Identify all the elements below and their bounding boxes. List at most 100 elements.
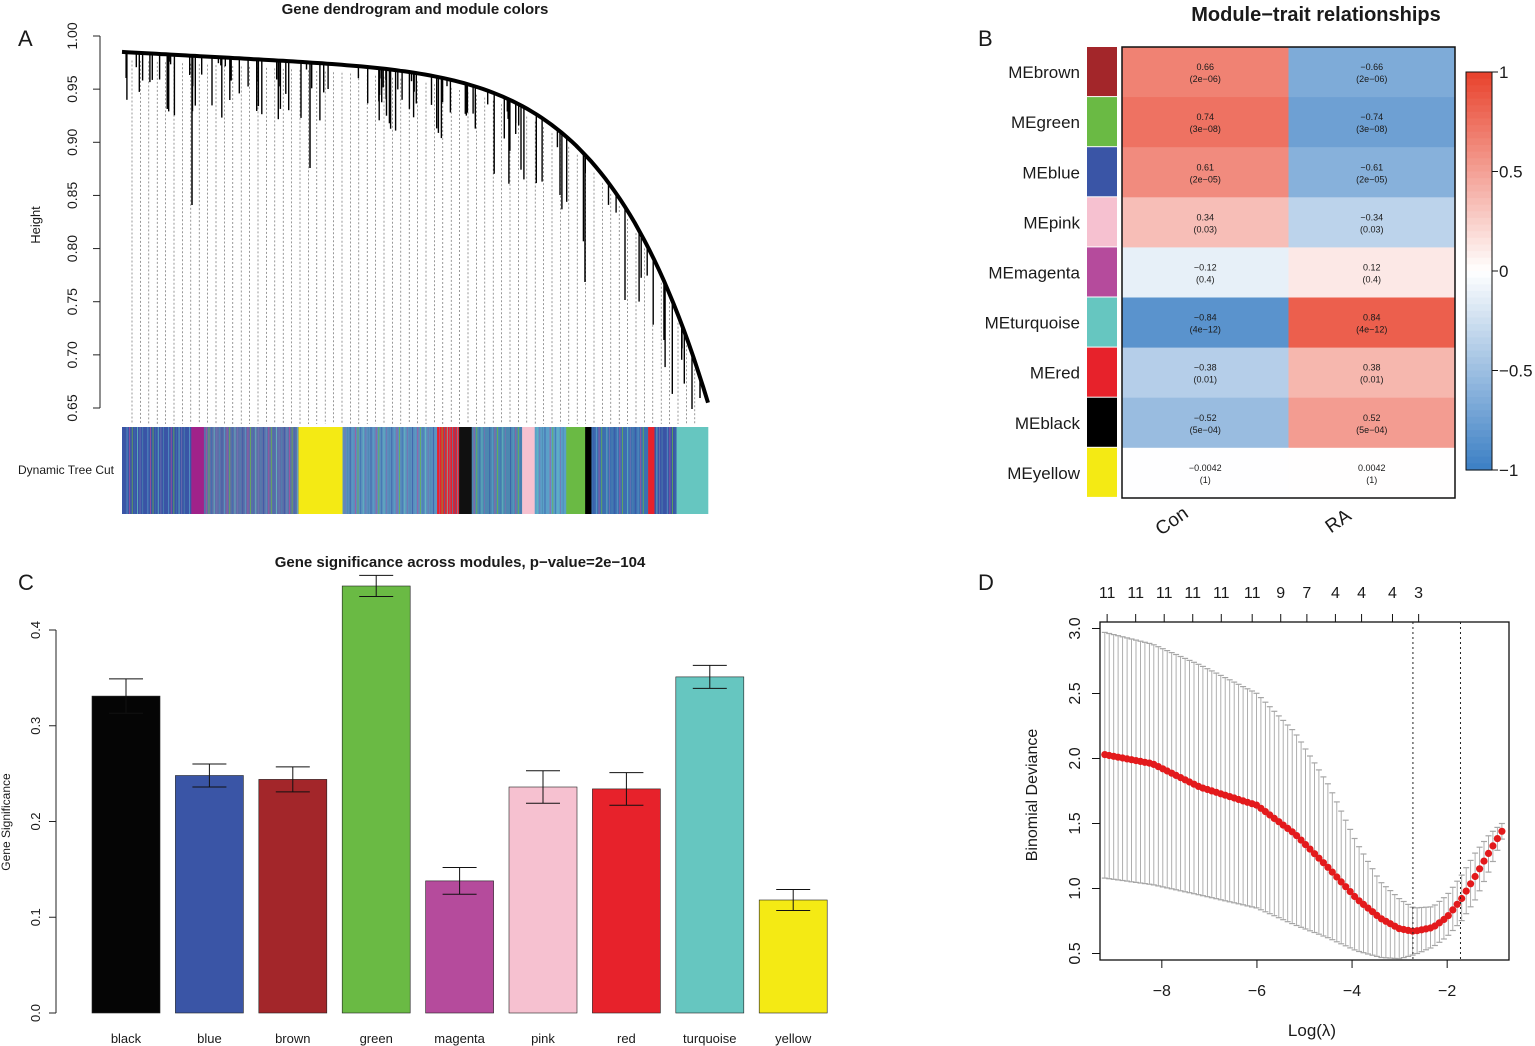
module-color-stripe bbox=[362, 427, 364, 514]
module-color-stripe bbox=[544, 427, 546, 514]
colorbar-tick-label: −0.5 bbox=[1499, 362, 1533, 381]
module-color-stripe bbox=[454, 427, 456, 514]
module-color-stripe bbox=[139, 427, 141, 514]
heatmap-cell-value: 0.61 bbox=[1197, 162, 1215, 172]
module-color-stripe bbox=[552, 427, 554, 514]
deviance-point bbox=[1342, 883, 1350, 891]
panel-d-top-counts: 11 11 11 11 11 11 9 7 4 4 4 3 bbox=[1099, 585, 1423, 622]
heatmap-cell-value: 0.38 bbox=[1363, 363, 1381, 373]
module-color-stripe bbox=[137, 427, 138, 514]
heatmap-cell-value: 0.52 bbox=[1363, 413, 1381, 423]
module-color-stripe bbox=[294, 427, 296, 514]
panel-c-ytick-label: 0.3 bbox=[28, 717, 43, 735]
module-color-stripe bbox=[278, 427, 280, 514]
deviance-point bbox=[1324, 863, 1332, 871]
module-color-stripe bbox=[497, 427, 499, 514]
module-color-stripe bbox=[211, 427, 213, 514]
module-color-stripe bbox=[666, 427, 668, 514]
colorbar-swatch bbox=[1466, 297, 1492, 305]
module-color-stripe bbox=[449, 427, 451, 514]
panel-d-top-label: 11 bbox=[1127, 585, 1144, 602]
module-color-stripe bbox=[273, 427, 275, 514]
panel-d-top-label: 4 bbox=[1357, 585, 1366, 602]
colorbar-swatch bbox=[1466, 377, 1492, 385]
bar bbox=[592, 788, 661, 1014]
module-color-stripe bbox=[554, 427, 556, 514]
heatmap-cell bbox=[1288, 397, 1456, 449]
panel-d-ytick-label: 1.5 bbox=[1067, 812, 1084, 834]
module-color-segment bbox=[654, 427, 677, 514]
module-color-segment bbox=[566, 427, 586, 514]
module-color-stripe bbox=[446, 427, 448, 514]
panel-a-ytick-label: 1.00 bbox=[64, 22, 80, 49]
colorbar-swatch bbox=[1466, 436, 1492, 445]
module-color-chip bbox=[1087, 447, 1117, 497]
panel-d-top-label: 7 bbox=[1302, 585, 1311, 602]
module-color-stripe bbox=[176, 427, 177, 514]
module-color-stripe bbox=[520, 427, 522, 514]
colorbar-swatch bbox=[1466, 370, 1492, 378]
module-color-segment bbox=[471, 427, 523, 514]
heatmap-row-label: MEred bbox=[1030, 364, 1080, 383]
bar-category-label: pink bbox=[531, 1031, 555, 1046]
colorbar-swatch bbox=[1466, 178, 1492, 186]
bar bbox=[341, 585, 411, 1014]
module-color-stripe bbox=[178, 427, 180, 514]
panel-a-ytick-label: 0.95 bbox=[64, 75, 80, 102]
panel-a-ytick-label: 0.65 bbox=[64, 394, 80, 421]
module-color-stripe bbox=[629, 427, 631, 514]
module-color-stripe bbox=[614, 427, 616, 514]
module-color-stripe bbox=[173, 427, 175, 514]
panel-a-ytick-label: 0.85 bbox=[64, 182, 80, 209]
module-color-segment bbox=[585, 427, 592, 514]
module-color-stripe bbox=[283, 427, 285, 514]
heatmap-row-label: MEmagenta bbox=[988, 263, 1080, 282]
panel-d-ytick-label: 0.5 bbox=[1067, 942, 1084, 964]
heatmap-cell bbox=[1288, 97, 1456, 148]
module-color-chip bbox=[1087, 97, 1117, 147]
heatmap-cell-value: −0.84 bbox=[1194, 313, 1217, 323]
module-color-stripe bbox=[186, 427, 188, 514]
module-color-stripe bbox=[234, 427, 236, 514]
module-color-stripe bbox=[562, 427, 564, 514]
colorbar-swatch bbox=[1466, 111, 1492, 120]
heatmap-cell bbox=[1288, 47, 1456, 98]
module-color-stripe bbox=[499, 427, 501, 514]
heatmap-cell bbox=[1122, 297, 1289, 349]
module-color-stripe bbox=[208, 427, 210, 514]
deviance-point bbox=[1346, 888, 1354, 896]
module-color-chip bbox=[1087, 297, 1117, 347]
module-color-stripe bbox=[221, 427, 223, 514]
colorbar-swatch bbox=[1466, 324, 1492, 332]
colorbar-swatch bbox=[1466, 138, 1492, 146]
panel-c: C Gene significance across modules, p−va… bbox=[0, 554, 828, 1046]
module-color-stripe bbox=[205, 427, 207, 514]
module-color-stripe bbox=[349, 427, 351, 514]
module-color-stripe bbox=[616, 427, 618, 514]
module-color-stripe bbox=[144, 427, 146, 514]
heatmap-cell-value: −0.66 bbox=[1360, 62, 1383, 72]
colorbar-swatch bbox=[1466, 463, 1492, 471]
panel-c-yticks: 0.0 0.1 0.2 0.3 0.4 bbox=[28, 621, 56, 1022]
deviance-point bbox=[1458, 894, 1466, 903]
heatmap-cell-value: −0.61 bbox=[1360, 162, 1383, 172]
module-color-stripe bbox=[360, 427, 362, 514]
deviance-point bbox=[1444, 912, 1452, 920]
heatmap-row-label: MEpink bbox=[1023, 213, 1080, 232]
module-color-stripe bbox=[168, 427, 170, 514]
panel-d-top-label: 4 bbox=[1388, 585, 1397, 602]
module-color-stripe bbox=[640, 427, 642, 514]
heatmap-cell-pvalue: (5e−04) bbox=[1356, 425, 1387, 435]
panel-b-title: Module−trait relationships bbox=[1191, 4, 1440, 26]
module-color-stripe bbox=[224, 427, 226, 514]
module-color-stripe bbox=[276, 427, 278, 514]
panel-a-ytick-label: 0.90 bbox=[64, 128, 80, 155]
module-color-stripe bbox=[213, 427, 215, 514]
heatmap-cell-pvalue: (2e−06) bbox=[1356, 74, 1387, 84]
module-color-stripe bbox=[365, 427, 367, 514]
colorbar-swatch bbox=[1466, 151, 1492, 159]
heatmap-cell-pvalue: (4e−12) bbox=[1190, 325, 1221, 335]
module-color-segment bbox=[648, 427, 655, 514]
module-color-segment bbox=[437, 427, 460, 514]
